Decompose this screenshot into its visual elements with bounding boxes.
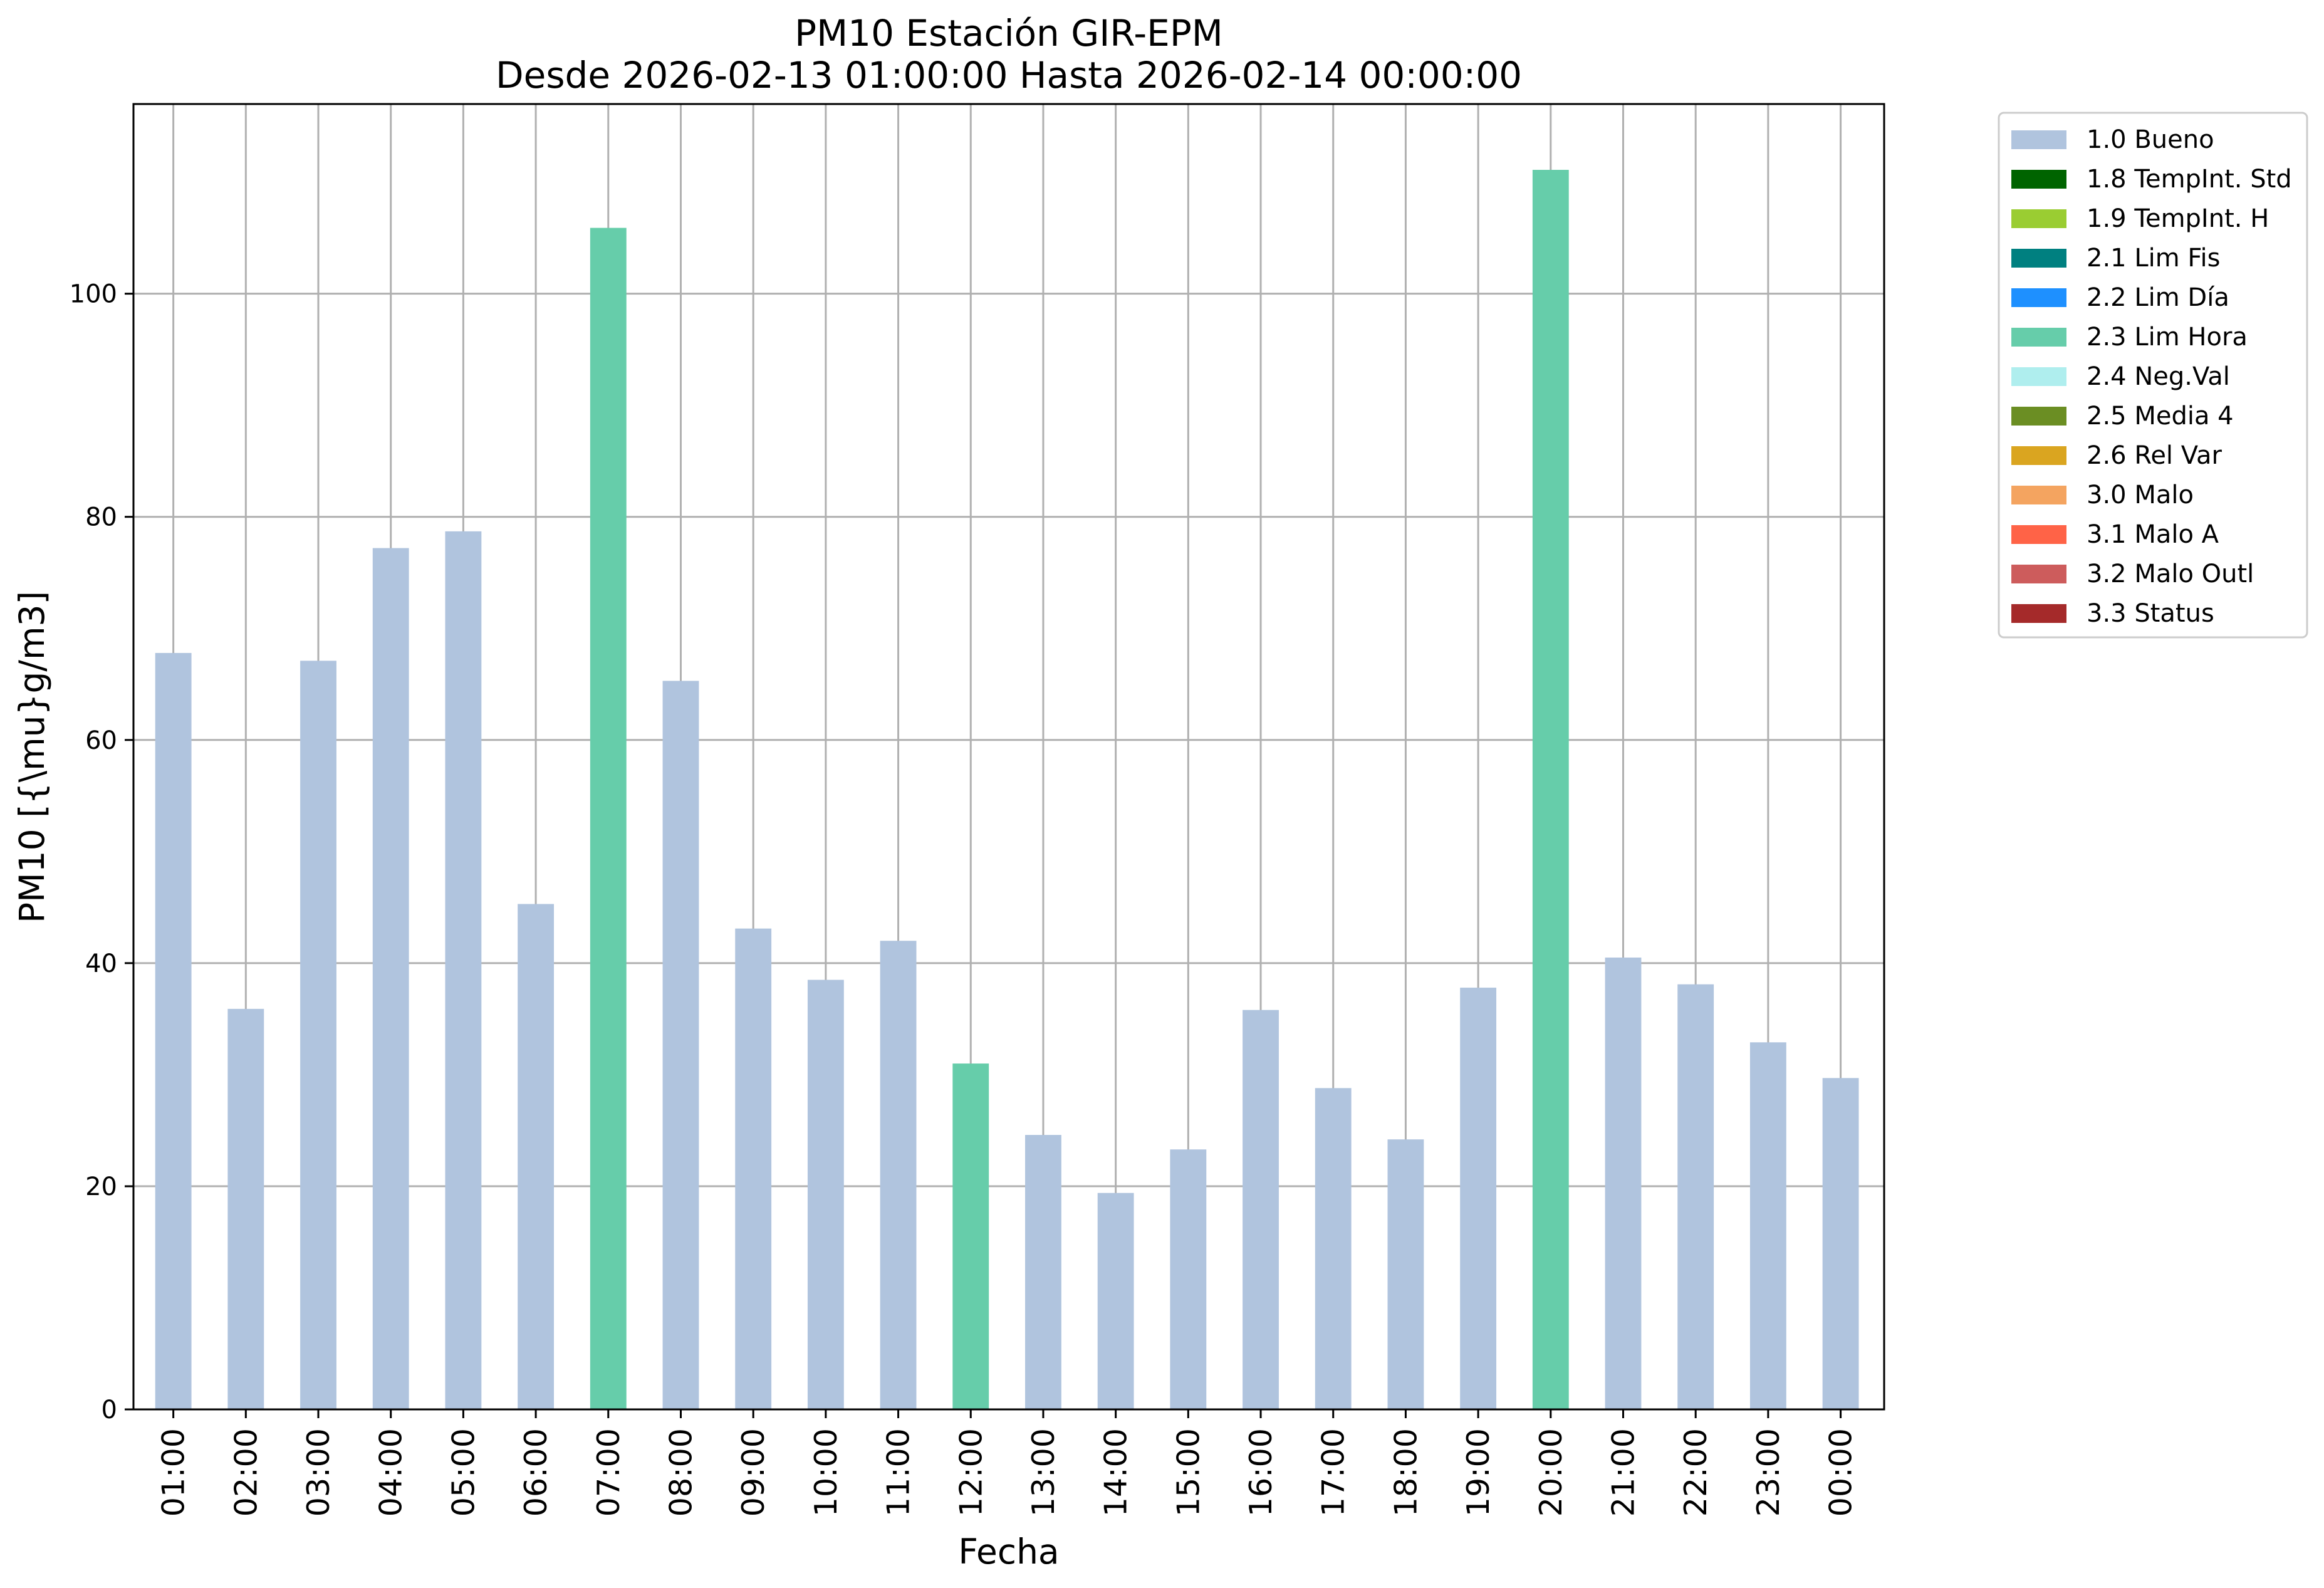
legend-swatch <box>2011 328 2066 347</box>
legend-frame <box>1998 112 2308 639</box>
legend-swatch <box>2011 407 2066 426</box>
y-tick-label: 60 <box>85 726 117 755</box>
bar-1600 <box>1243 1010 1279 1409</box>
x-tick-label: 20:00 <box>1533 1428 1569 1517</box>
x-axis-label: Fecha <box>958 1532 1059 1572</box>
x-tick-label: 06:00 <box>518 1428 554 1517</box>
bar-1900 <box>1460 988 1497 1409</box>
bar-2100 <box>1605 957 1642 1409</box>
legend-swatch <box>2011 367 2066 386</box>
bar-2300 <box>1749 1042 1786 1409</box>
bar-0600 <box>518 904 555 1409</box>
x-tick-label: 00:00 <box>1823 1428 1859 1517</box>
x-tick-label: 17:00 <box>1316 1428 1352 1517</box>
x-tick-label: 07:00 <box>591 1428 627 1517</box>
chart-title-line-1: PM10 Estación GIR-EPM <box>795 12 1223 55</box>
legend-swatch <box>2011 170 2066 189</box>
legend-label: 1.0 Bueno <box>2087 125 2214 154</box>
bar-0400 <box>372 548 409 1409</box>
legend-swatch <box>2011 288 2066 307</box>
x-tick-label: 12:00 <box>953 1428 989 1517</box>
x-tick-label: 09:00 <box>736 1428 771 1517</box>
bar-0000 <box>1822 1078 1859 1409</box>
x-tick-label: 22:00 <box>1678 1428 1714 1517</box>
x-tick-label: 18:00 <box>1388 1428 1424 1517</box>
x-tick-label: 02:00 <box>228 1428 264 1517</box>
bar-1200 <box>952 1063 989 1409</box>
legend-label: 3.2 Malo Outl <box>2087 560 2254 588</box>
legend-swatch <box>2011 565 2066 583</box>
x-tick-label: 08:00 <box>663 1428 699 1517</box>
bar-0200 <box>227 1008 264 1409</box>
x-tick-label: 16:00 <box>1243 1428 1279 1517</box>
plot-area-frame <box>132 103 1885 1411</box>
x-tick-label: 11:00 <box>881 1428 917 1517</box>
bar-1800 <box>1387 1139 1424 1409</box>
bar-0700 <box>590 227 627 1410</box>
y-axis-ticks: 0 20 40 60 80 100 <box>70 280 133 1424</box>
legend-swatch <box>2011 209 2066 228</box>
x-tick-label: 01:00 <box>156 1428 192 1517</box>
legend-label: 1.8 TempInt. Std <box>2087 165 2292 194</box>
legend-label: 3.1 Malo A <box>2087 520 2219 549</box>
legend-label: 2.5 Media 4 <box>2087 402 2234 431</box>
bar-1300 <box>1025 1135 1061 1409</box>
x-tick-label: 03:00 <box>301 1428 336 1517</box>
legend-label: 1.9 TempInt. H <box>2087 204 2269 233</box>
bar-2200 <box>1677 984 1714 1409</box>
x-tick-label: 15:00 <box>1170 1428 1206 1517</box>
x-tick-label: 05:00 <box>446 1428 481 1517</box>
bar-1100 <box>880 941 917 1409</box>
legend-label: 2.1 Lim Fis <box>2087 244 2220 273</box>
y-tick-label: 80 <box>85 503 117 532</box>
bar-0100 <box>155 652 192 1409</box>
legend-swatch <box>2011 446 2066 465</box>
bar-0500 <box>445 531 482 1410</box>
legend-label: 2.6 Rel Var <box>2087 441 2222 470</box>
x-tick-label: 19:00 <box>1461 1428 1496 1517</box>
x-axis-ticks: 01:00 02:00 03:00 04:00 05:00 06:00 07:00 08:00… <box>156 1409 1859 1517</box>
legend-swatch <box>2011 130 2066 149</box>
bar-1000 <box>807 979 844 1409</box>
chart-title-line-2: Desde 2026-02-13 01:00:00 Hasta 2026-02-… <box>496 54 1522 97</box>
legend-label: 2.2 Lim Día <box>2087 283 2229 312</box>
y-tick-label: 100 <box>70 280 117 309</box>
legend-label: 2.4 Neg.Val <box>2087 362 2230 391</box>
bars <box>155 170 1859 1410</box>
legend-items: 1.0 Bueno 1.8 TempInt. Std 1.9 TempInt. H 2… <box>2011 125 2292 628</box>
x-tick-label: 14:00 <box>1098 1428 1134 1517</box>
legend-swatch <box>2011 525 2066 544</box>
bar-2000 <box>1532 170 1569 1409</box>
legend: 1.0 Bueno 1.8 TempInt. Std 1.9 TempInt. H 2… <box>1998 112 2308 639</box>
legend-label: 2.3 Lim Hora <box>2087 323 2248 352</box>
y-tick-label: 20 <box>85 1173 117 1201</box>
bar-1500 <box>1170 1149 1207 1409</box>
legend-swatch <box>2011 604 2066 623</box>
legend-label: 3.3 Status <box>2087 599 2214 628</box>
bar-0900 <box>735 928 772 1409</box>
x-tick-label: 13:00 <box>1026 1428 1061 1517</box>
x-tick-label: 10:00 <box>808 1428 844 1517</box>
y-tick-label: 0 <box>102 1396 117 1424</box>
bar-1400 <box>1097 1193 1134 1409</box>
bar-0300 <box>300 661 336 1409</box>
bar-1700 <box>1315 1088 1352 1409</box>
y-tick-label: 40 <box>85 949 117 978</box>
x-tick-label: 21:00 <box>1606 1428 1642 1517</box>
legend-swatch <box>2011 486 2066 504</box>
y-axis-label: PM10 [{\mu}g/m3] <box>12 591 52 923</box>
legend-swatch <box>2011 249 2066 268</box>
x-tick-label: 04:00 <box>373 1428 409 1517</box>
legend-label: 3.0 Malo <box>2087 481 2194 509</box>
x-tick-label: 23:00 <box>1751 1428 1786 1517</box>
bar-0800 <box>662 681 699 1409</box>
